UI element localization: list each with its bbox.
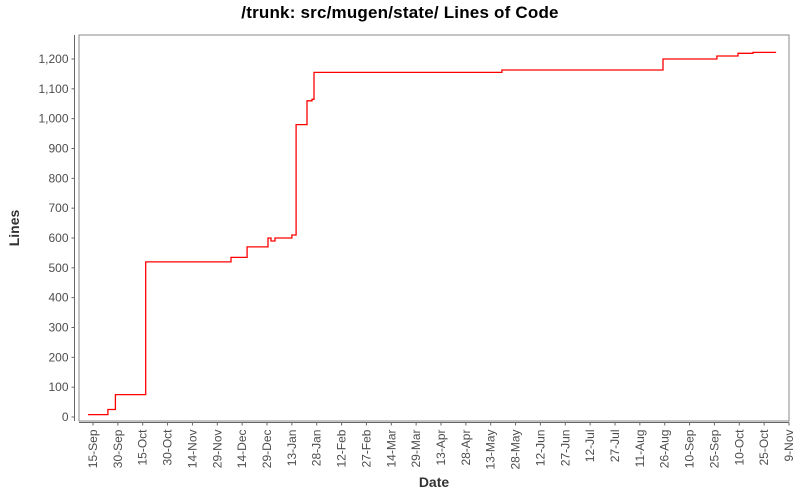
x-axis-tick-label: 28-Apr [459,430,473,466]
x-axis-tick-label: 25-Sep [707,429,721,468]
y-axis-tick-label: 500 [48,261,68,275]
x-axis-tick-label: 13-Jan [285,430,299,467]
x-axis-tick-label: 28-Jan [310,430,324,467]
x-axis-tick-label: 28-May [509,430,523,470]
x-axis-tick-label: 29-Dec [260,430,274,469]
x-axis-tick-label: 26-Aug [658,430,672,469]
x-axis-tick-label: 27-Jun [558,430,572,467]
y-axis-tick-label: 1,100 [38,82,68,96]
x-axis-tick-label: 14-Mar [384,430,398,468]
plot-border [78,34,790,422]
y-axis-tick-label: 600 [48,231,68,245]
y-axis-tick-label: 800 [48,171,68,185]
y-axis-tick-label: 300 [48,321,68,335]
x-axis-tick-label: 10-Sep [683,429,697,468]
x-axis-tick-label: 10-Oct [732,429,746,466]
y-axis-tick-label: 100 [48,380,68,394]
x-axis-tick-label: 27-Feb [359,429,373,467]
x-axis-tick-label: 12-Jul [583,430,597,463]
x-axis-tick-label: 30-Oct [161,429,175,466]
x-axis-tick-label: 11-Aug [633,430,647,468]
x-axis-tick-label: 15-Oct [136,429,150,466]
chart-title: /trunk: src/mugen/state/ Lines of Code [241,3,559,22]
x-axis-tick-label: 13-Apr [434,430,448,466]
y-axis-label: Lines [6,209,22,247]
x-axis-tick-label: 14-Nov [185,430,199,469]
x-axis-tick-label: 29-Mar [409,430,423,468]
loc-series-line [88,51,777,416]
x-axis-tick-label: 9-Nov [782,430,796,462]
y-axis-tick-label: 900 [48,142,68,156]
x-axis-tick-label: 25-Oct [757,429,771,466]
x-axis-tick-label: 29-Nov [210,430,224,469]
y-axis-tick-label: 1,200 [38,52,68,66]
y-axis-tick-label: 1,000 [38,112,68,126]
x-axis-tick-label: 14-Dec [235,430,249,469]
x-axis-tick-label: 15-Sep [86,429,100,468]
x-axis-label: Date [418,474,450,490]
x-axis-tick-label: 30-Sep [111,429,125,468]
x-axis-tick-label: 12-Jun [533,430,547,467]
y-axis-tick-label: 200 [48,350,68,364]
x-axis-tick-label: 13-May [484,430,498,470]
y-axis-tick-label: 700 [48,201,68,215]
y-axis-tick-label: 0 [62,410,69,424]
x-axis-tick-label: 27-Jul [608,430,622,463]
x-axis-tick-label: 12-Feb [335,429,349,467]
y-axis-tick-label: 400 [48,291,68,305]
